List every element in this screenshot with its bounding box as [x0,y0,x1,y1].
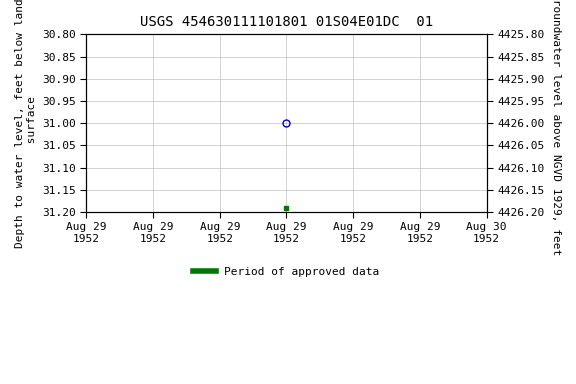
Legend: Period of approved data: Period of approved data [189,262,384,281]
Y-axis label: Groundwater level above NGVD 1929, feet: Groundwater level above NGVD 1929, feet [551,0,561,255]
Y-axis label: Depth to water level, feet below land
 surface: Depth to water level, feet below land su… [15,0,37,248]
Title: USGS 454630111101801 01S04E01DC  01: USGS 454630111101801 01S04E01DC 01 [140,15,433,29]
